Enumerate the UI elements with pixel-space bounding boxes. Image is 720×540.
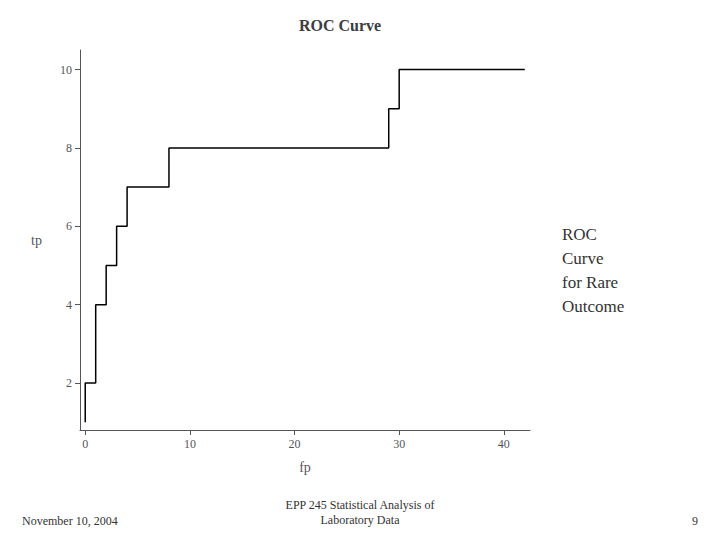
svg-text:40: 40 xyxy=(498,437,510,451)
svg-text:10: 10 xyxy=(184,437,196,451)
svg-text:2: 2 xyxy=(66,376,72,390)
svg-text:fp: fp xyxy=(299,460,311,475)
svg-text:November 10, 2004: November 10, 2004 xyxy=(22,514,118,528)
svg-text:10: 10 xyxy=(60,63,72,77)
svg-text:9: 9 xyxy=(692,514,698,528)
svg-text:EPP 245 Statistical Analysis o: EPP 245 Statistical Analysis of xyxy=(286,498,435,512)
svg-text:Laboratory Data: Laboratory Data xyxy=(321,513,401,527)
svg-text:Curve: Curve xyxy=(562,249,604,268)
svg-text:ROC: ROC xyxy=(562,225,597,244)
svg-text:4: 4 xyxy=(66,298,72,312)
svg-text:20: 20 xyxy=(289,437,301,451)
svg-text:ROC Curve: ROC Curve xyxy=(299,17,381,34)
svg-text:8: 8 xyxy=(66,141,72,155)
svg-text:Outcome: Outcome xyxy=(562,297,624,316)
svg-text:6: 6 xyxy=(66,219,72,233)
svg-text:30: 30 xyxy=(393,437,405,451)
svg-text:0: 0 xyxy=(82,437,88,451)
svg-text:for Rare: for Rare xyxy=(562,273,618,292)
svg-text:tp: tp xyxy=(31,233,42,248)
